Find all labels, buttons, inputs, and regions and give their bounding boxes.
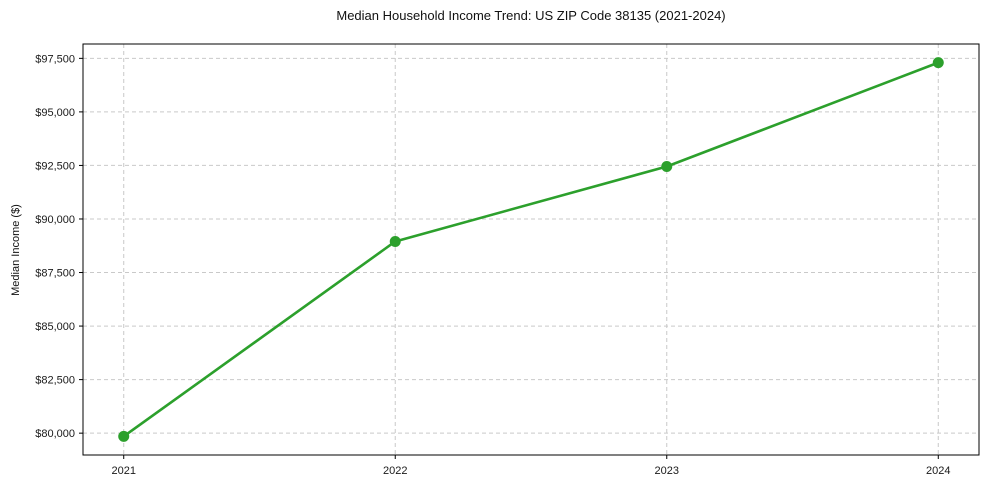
x-tick-label: 2021	[111, 465, 135, 477]
data-point	[118, 430, 130, 442]
y-tick-label: $80,000	[35, 428, 75, 440]
data-line	[122, 61, 940, 438]
y-tick-label: $92,500	[35, 160, 75, 172]
y-tick-label: $95,000	[35, 107, 75, 119]
y-tick-label: $97,500	[35, 53, 75, 65]
data-point	[389, 235, 401, 247]
y-tick-label: $90,000	[35, 214, 75, 226]
y-tick-label: $87,500	[35, 268, 75, 280]
chart-title: Median Household Income Trend: US ZIP Co…	[336, 8, 726, 23]
y-tick-label: $82,500	[35, 375, 75, 387]
data-point	[661, 161, 673, 173]
plot-border	[82, 43, 980, 456]
x-tick-label: 2023	[655, 465, 679, 477]
data-point	[932, 57, 944, 69]
y-tick-label: $85,000	[35, 321, 75, 333]
x-tick-label: 2024	[926, 465, 950, 477]
x-tick-label: 2022	[383, 465, 407, 477]
